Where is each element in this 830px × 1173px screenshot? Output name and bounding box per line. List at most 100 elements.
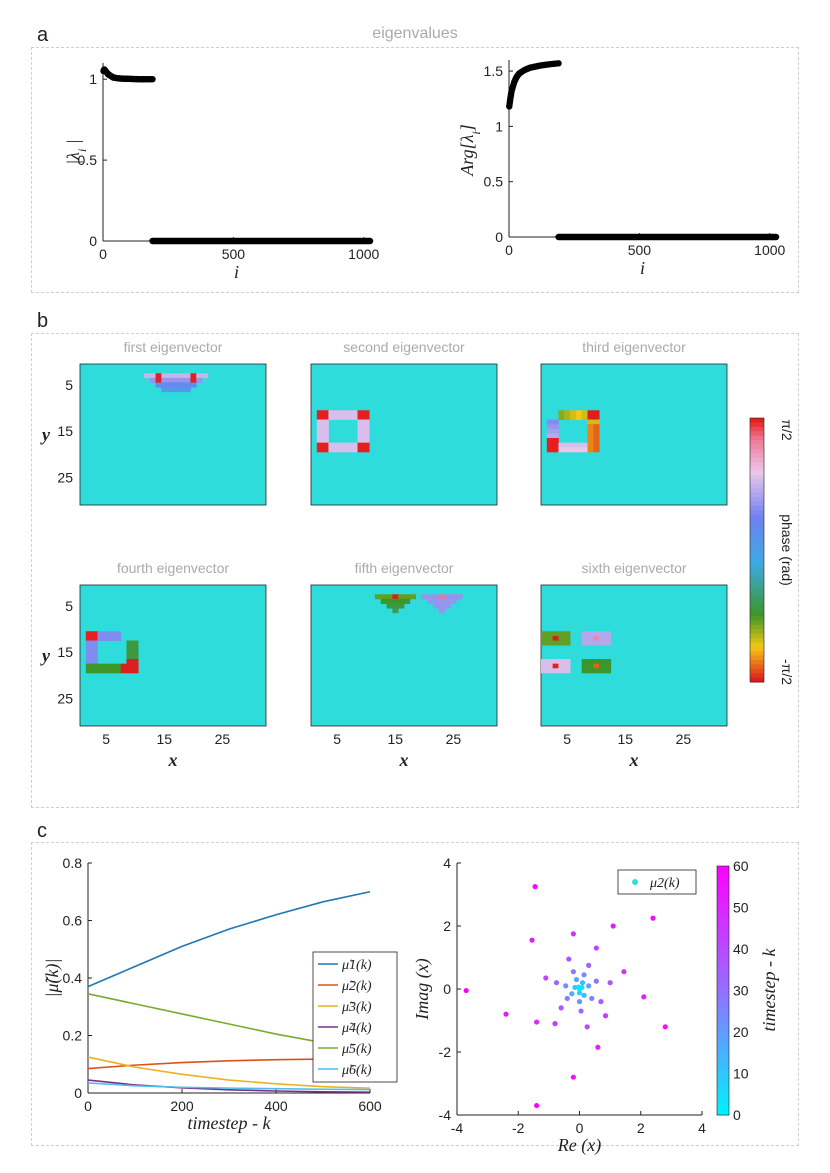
timestep-colorbar-segment [717, 957, 729, 962]
eigvec-cell [604, 663, 612, 669]
timestep-colorbar-segment [717, 1002, 729, 1008]
eigvec-cell [552, 428, 559, 434]
timestep-colorbar-segment [717, 1023, 729, 1029]
mu-legend-label: μ̃3(k) [341, 1000, 372, 1015]
eigvec-cell [328, 410, 335, 416]
phase-colorbar-segment [750, 638, 764, 643]
eigvec-xlabel: x [399, 750, 409, 770]
eigvec-cell [570, 410, 577, 416]
eigvec-cell [178, 373, 186, 379]
eigvec-cell [438, 594, 446, 600]
timestep-colorbar-segment [717, 990, 729, 996]
eigvec-cell [587, 414, 594, 420]
timestep-colorbar-segment [717, 911, 729, 917]
eigvec-cell [587, 419, 594, 425]
mu-ytick-label: 0 [74, 1085, 82, 1101]
timestep-colorbar-segment [717, 1056, 729, 1062]
eigvec-cell [593, 668, 600, 674]
eigvec-cell [552, 635, 559, 641]
timestep-colorbar-segment [717, 944, 729, 950]
eigvec-cell [363, 433, 370, 439]
mu-ytick-label: 0.8 [63, 855, 83, 871]
eigvec-cell [357, 419, 364, 425]
eigvec-cell [593, 640, 600, 646]
eigvec-cell [149, 377, 156, 383]
eigvec-cell [161, 387, 168, 393]
eigvec-cell [409, 594, 417, 600]
eigvec-cell [334, 447, 341, 453]
phase-colorbar-segment [750, 677, 764, 683]
eigvec-cell [345, 414, 353, 420]
eigvec-cell [581, 659, 588, 665]
eigvec-cell [363, 414, 370, 420]
phase-colorbar-segment [750, 576, 764, 582]
mu2-point [503, 1011, 509, 1017]
eigvec-cell [541, 659, 548, 665]
phase-colorbar-segment [750, 664, 764, 670]
eigvec-cell [450, 598, 457, 604]
eigvec-cell [322, 424, 329, 430]
eigvec-cell [404, 594, 411, 600]
mu2-legend-box [617, 869, 697, 895]
eigvec-cell [126, 654, 133, 660]
mu2-ytick-label: 0 [443, 981, 451, 997]
phase-colorbar-segment [750, 607, 764, 613]
eigvec-cell [558, 410, 565, 416]
arg_lambda-xlabel: i [640, 258, 645, 278]
eigvec-cell [340, 414, 347, 420]
timestep-colorbar-segment [717, 1081, 729, 1087]
eigvec-cell [433, 598, 440, 604]
mu2-ytick-label: 4 [443, 855, 451, 871]
eigvec-cell [322, 442, 329, 448]
phase-colorbar-segment [750, 651, 764, 657]
eigvec-title-3: third eigenvector [582, 339, 686, 355]
eigvec-title-5: fifth eigenvector [355, 560, 454, 576]
phase-colorbar-segment [750, 642, 764, 648]
timestep-colorbar-segment [717, 1065, 729, 1070]
eigvec-cell [91, 649, 98, 655]
phase-colorbar-segment [750, 523, 764, 529]
eigvec-cell [363, 447, 370, 453]
eigvec-cell [392, 603, 399, 609]
eigvec-cell [604, 659, 612, 665]
eigvec-cell [91, 635, 98, 641]
phase-colorbar-segment [750, 620, 764, 626]
eigvec-cell [328, 447, 335, 453]
eigvec-cell [546, 635, 554, 641]
mu2-point [650, 915, 656, 921]
panel-a-title: eigenvalues [372, 25, 458, 42]
eigvec-cell [91, 668, 98, 674]
phase-colorbar-segment [750, 563, 764, 569]
eigvec-cell [178, 382, 186, 388]
eigvec-cell [546, 419, 554, 425]
eigvec-cell [587, 668, 594, 674]
eigvec-cell [126, 668, 133, 674]
phase-colorbar-segment [750, 541, 764, 547]
eigvec-cell [593, 438, 600, 444]
timestep-colorbar-segment [717, 940, 729, 946]
mu-series-4 [87, 1079, 371, 1093]
phase-colorbar-segment [750, 655, 764, 661]
timestep-colorbar-tick: 60 [733, 858, 749, 874]
eigvec-cell [546, 631, 554, 637]
timestep-colorbar-segment [717, 1040, 729, 1045]
eigvec-cell [97, 668, 104, 674]
phase-colorbar-segment [750, 589, 764, 595]
eigvec-cell [334, 410, 341, 416]
mu2-point [586, 962, 592, 968]
timestep-colorbar-segment [717, 1036, 729, 1041]
timestep-colorbar-tick: 50 [733, 900, 749, 916]
phase-colorbar-segment [750, 580, 764, 586]
phase-colorbar-segment [750, 501, 764, 507]
eigvec-cell [593, 663, 600, 669]
eigvec-cell [541, 635, 548, 641]
eigvec-cell [196, 377, 203, 383]
timestep-colorbar-segment [717, 994, 729, 1000]
mu-legend-label: μ̃1(k) [341, 958, 372, 973]
eigvec-title-6: sixth eigenvector [581, 560, 686, 576]
eigvec-cell [126, 640, 133, 646]
eigvec-cell [85, 668, 93, 674]
eigvec-cell [421, 594, 428, 600]
eigvec-cell [438, 603, 446, 609]
phase-colorbar-segment [750, 514, 764, 520]
